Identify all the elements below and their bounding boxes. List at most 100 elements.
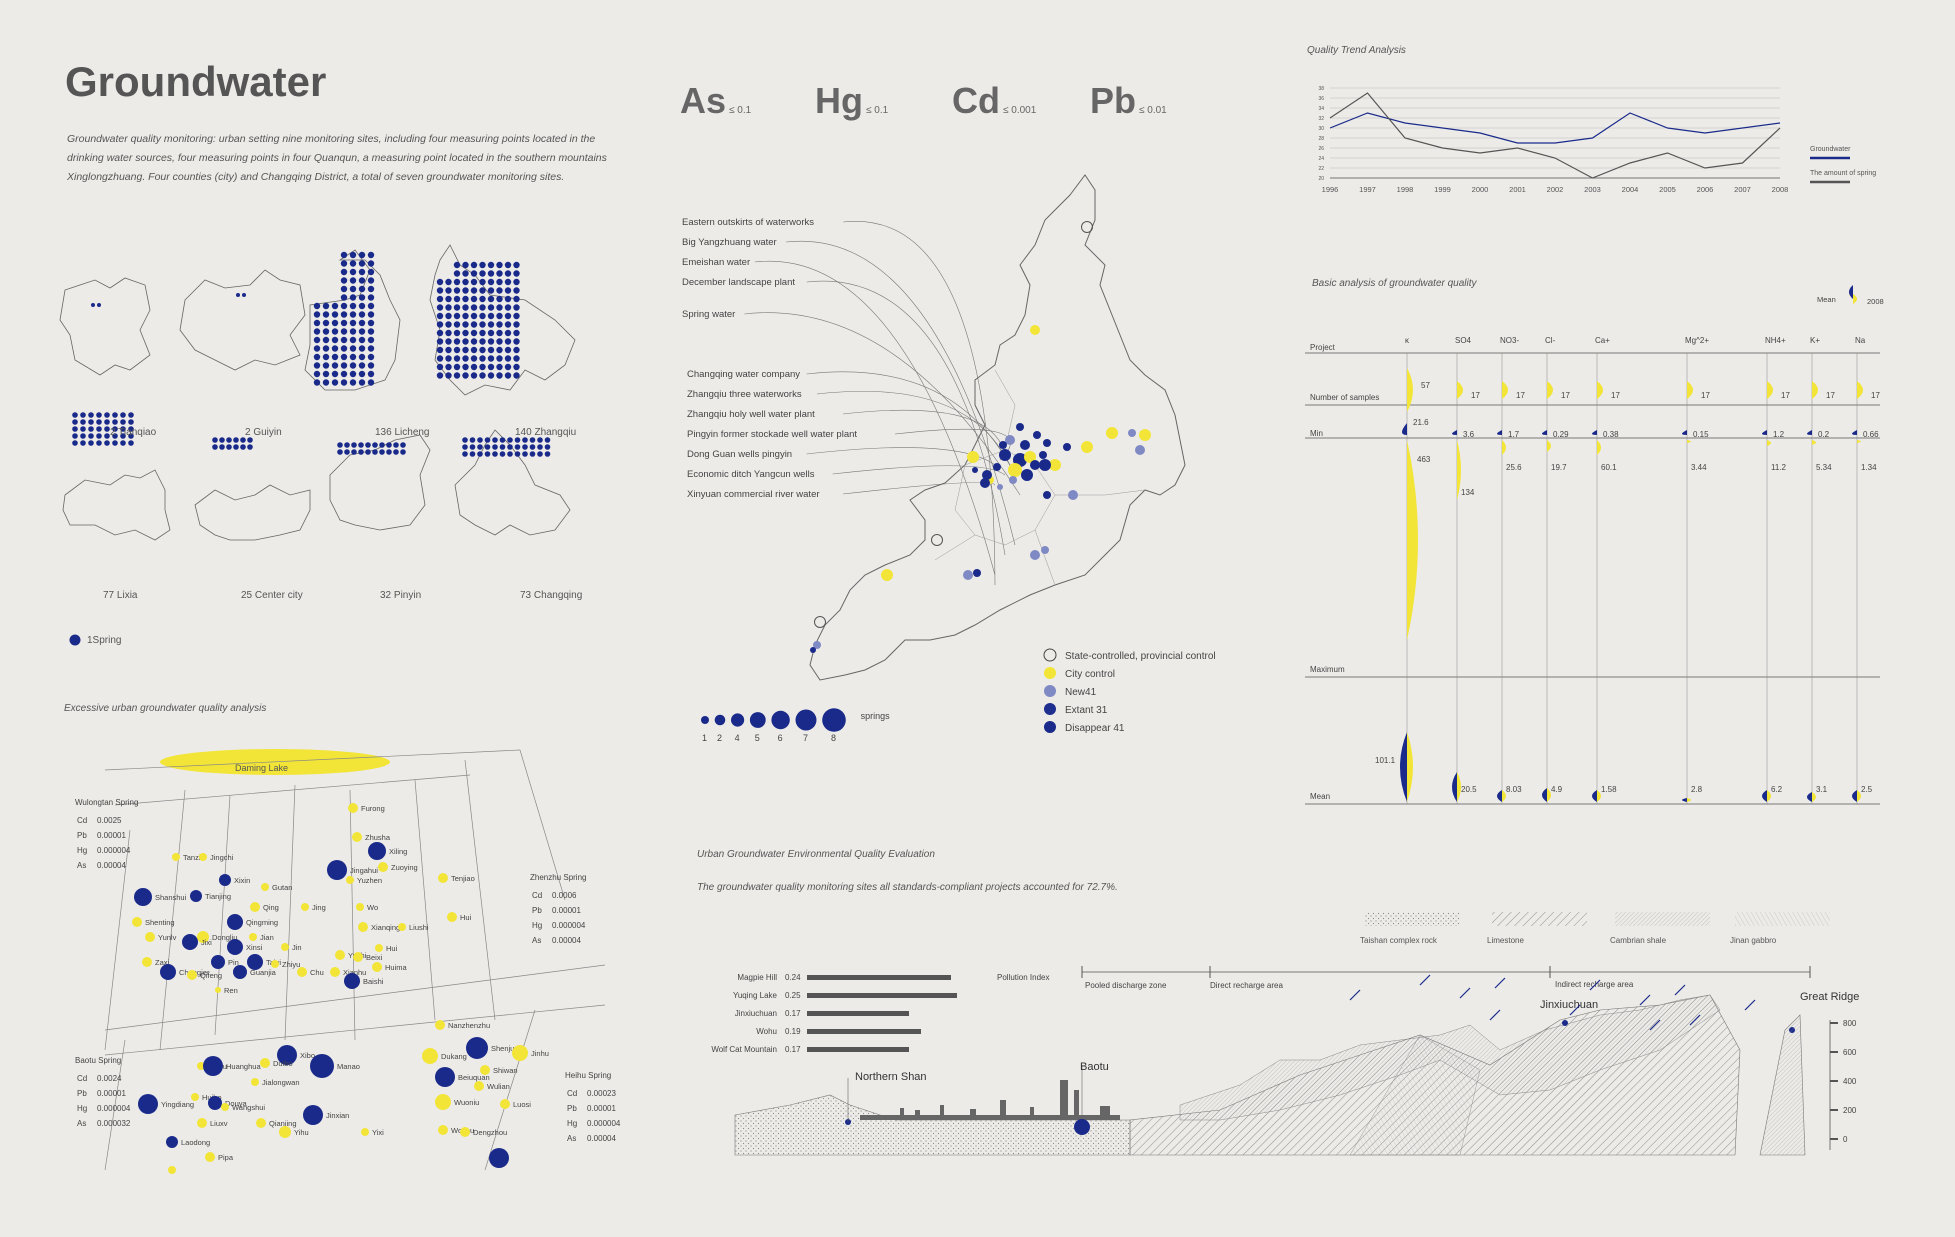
spring-point	[182, 934, 198, 950]
spring-name: Hui	[460, 913, 472, 922]
spring-dot	[470, 261, 478, 269]
pollution-value: 0.17	[785, 1009, 801, 1018]
spring-table-value: 0.000004	[552, 921, 586, 930]
samples-mark	[1812, 381, 1818, 399]
spring-dot	[470, 287, 478, 294]
spring-dot	[340, 379, 348, 386]
pollution-bar	[807, 1047, 909, 1052]
excessive-title: Excessive urban groundwater quality anal…	[64, 703, 267, 714]
spring-name: Qifeng	[200, 971, 222, 980]
spring-dot	[331, 362, 339, 369]
trend-ytick: 20	[1318, 176, 1324, 182]
spring-point	[227, 914, 243, 930]
spring-dot	[212, 437, 218, 443]
springs-scale-label: 5	[755, 733, 760, 743]
spring-name: Wulian	[487, 1082, 510, 1091]
spring-dot	[470, 355, 478, 362]
pollution-bar	[807, 975, 951, 980]
spring-name: Huima	[385, 963, 408, 972]
spring-dot	[504, 261, 512, 269]
spring-dot	[379, 449, 385, 455]
spring-point	[361, 1128, 369, 1136]
spring-dot	[436, 346, 444, 354]
spring-dot	[96, 426, 102, 432]
spring-dot	[340, 277, 348, 284]
spring-name: Jingahui	[350, 866, 378, 875]
spring-dot	[372, 449, 378, 455]
trend-xtick: 2003	[1584, 185, 1601, 194]
spring-dot	[351, 449, 357, 455]
spring-name: Beiuquan	[458, 1073, 490, 1082]
spring-name: Yingdiang	[161, 1100, 194, 1109]
mean-mark	[1682, 798, 1687, 802]
spring-table-value: 0.0006	[552, 891, 577, 900]
spring-dot	[104, 440, 110, 446]
spring-dot	[128, 440, 134, 446]
strata-label: Jinan gabbro	[1730, 936, 1777, 945]
spring-dot	[358, 302, 366, 310]
spring-dot	[529, 437, 536, 443]
spring-point	[344, 973, 360, 989]
spring-dot	[80, 419, 86, 425]
analysis-chart: Project Number of samples Min Maximum Mean κ S…	[1305, 285, 1884, 805]
spring-dot	[507, 444, 513, 450]
spring-dot	[470, 312, 478, 320]
spring-dot	[462, 363, 469, 371]
spring-name: Furong	[361, 804, 385, 813]
max-value: 1.34	[1861, 463, 1877, 472]
spring-point	[260, 1058, 270, 1068]
spring-dot	[522, 437, 528, 443]
spring-dot	[358, 345, 366, 352]
spring-name: Xianqing	[371, 923, 400, 932]
spring-dot	[514, 437, 521, 443]
min-value: 0.15	[1693, 430, 1709, 439]
pollution-bar	[807, 1029, 921, 1034]
spring-point	[297, 967, 307, 977]
spring-dot	[367, 302, 375, 310]
spring-table-key: Hg	[77, 1104, 87, 1113]
mean-mark	[1812, 792, 1816, 802]
spring-dot	[492, 444, 498, 450]
spring-point	[474, 1081, 484, 1091]
spring-dot	[340, 345, 348, 352]
pollution-value: 0.17	[785, 1045, 801, 1054]
spring-point	[168, 1166, 176, 1174]
spring-table-key: Hg	[77, 846, 87, 855]
spring-dot	[97, 303, 101, 307]
spring-point	[335, 950, 345, 960]
spring-point	[190, 890, 202, 902]
spring-point	[438, 873, 448, 883]
monitoring-point	[973, 569, 981, 577]
spring-dot	[331, 328, 339, 335]
spring-dot	[514, 451, 521, 457]
spring-name: Xiling	[389, 847, 407, 856]
spring-name: Yixi	[372, 1128, 384, 1137]
min-mark	[1402, 423, 1407, 435]
spring-dot	[499, 451, 506, 457]
monitoring-point	[1030, 550, 1040, 560]
spring-dot	[349, 379, 357, 386]
spring-point	[221, 1103, 229, 1111]
spring-name: Yihu	[294, 1128, 309, 1137]
spring-dot	[340, 370, 348, 378]
spring-dot	[453, 321, 461, 328]
spring-dot	[462, 304, 469, 311]
spring-dot	[445, 278, 452, 286]
spring-dot	[226, 444, 232, 450]
spring-dot	[462, 278, 469, 286]
spring-dot	[247, 437, 253, 443]
spring-dot	[313, 311, 321, 318]
monitoring-point	[813, 641, 821, 649]
spring-dot	[72, 412, 78, 418]
spring-point	[247, 954, 263, 970]
trend-xtick: 2001	[1509, 185, 1526, 194]
spring-dot	[513, 355, 520, 362]
legend-label: Extant 31	[1065, 705, 1108, 716]
monitoring-point	[1021, 469, 1033, 481]
spring-table-key: Cd	[532, 891, 542, 900]
spring-dot	[479, 372, 486, 379]
trend-xtick: 2008	[1772, 185, 1789, 194]
monitoring-point	[1033, 431, 1041, 439]
monitoring-point	[1068, 490, 1078, 500]
springs-scale-dot	[731, 713, 745, 727]
